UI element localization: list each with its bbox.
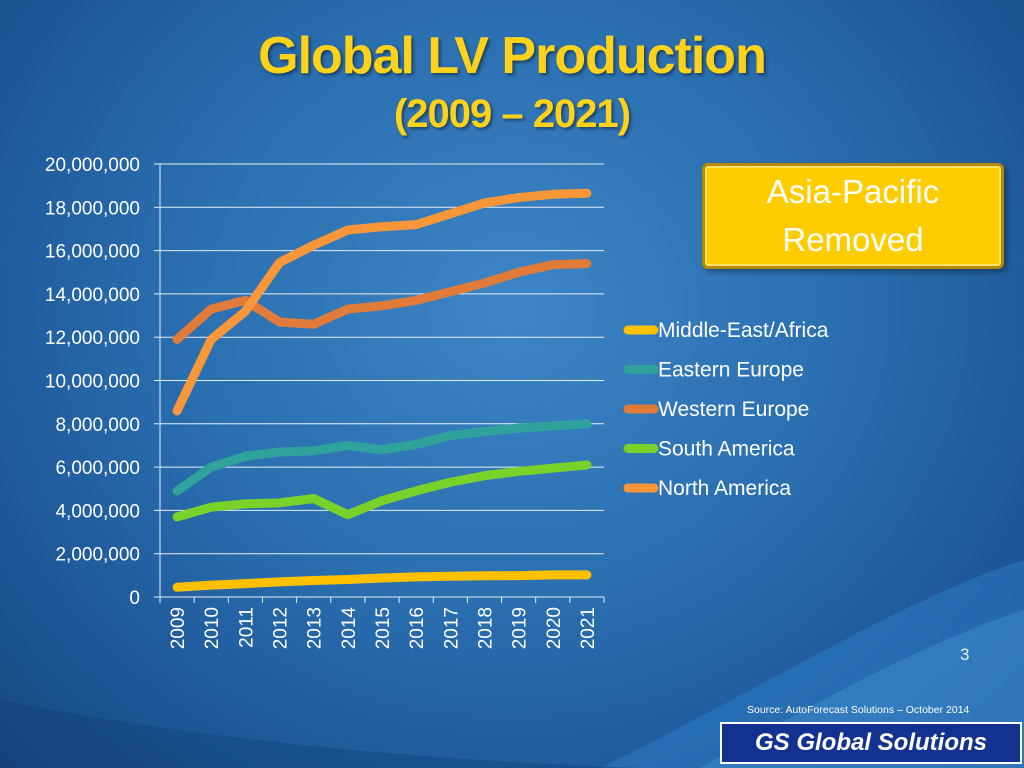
series-line-middle-east-africa [172, 570, 592, 592]
series-line-south-america [172, 460, 592, 522]
asia-pacific-callout: Asia-Pacific Removed [702, 163, 1004, 269]
x-tick-label: 2009 [168, 607, 189, 649]
x-tick-label: 2014 [339, 607, 360, 650]
y-tick-label: 4,000,000 [55, 501, 140, 522]
x-tick-label: 2010 [202, 607, 223, 649]
legend-label: North America [658, 477, 791, 500]
x-tick-label: 2017 [441, 607, 462, 649]
brand-name: GS Global Solutions [754, 729, 987, 756]
series-line-eastern-europe [172, 419, 592, 496]
y-tick-label: 0 [129, 588, 140, 609]
x-tick-label: 2011 [236, 607, 257, 648]
y-tick-label: 16,000,000 [45, 242, 140, 263]
x-tick-label: 2016 [407, 607, 428, 649]
x-tick-label: 2020 [544, 607, 565, 649]
x-tick-label: 2019 [510, 607, 531, 649]
slide-title: Global LV Production [258, 27, 767, 85]
page-number: 3 [960, 645, 970, 664]
y-tick-label: 10,000,000 [45, 372, 140, 393]
y-tick-label: 20,000,000 [45, 155, 140, 176]
legend-label: South America [658, 438, 795, 461]
x-tick-label: 2012 [271, 607, 292, 649]
x-tick-label: 2013 [305, 607, 326, 649]
source-note: Source: AutoForecast Solutions – October… [747, 704, 970, 716]
legend-label: Western Europe [658, 398, 809, 421]
y-tick-label: 18,000,000 [45, 198, 140, 219]
callout-text: Asia-Pacific Removed [766, 173, 940, 258]
series-line-north-america [172, 188, 592, 416]
y-tick-label: 2,000,000 [55, 545, 140, 566]
y-tick-label: 6,000,000 [55, 458, 140, 479]
y-tick-label: 12,000,000 [45, 328, 140, 349]
x-tick-label: 2018 [475, 607, 496, 649]
brand-logo: GS Global Solutions [720, 722, 1022, 764]
x-tick-label: 2021 [578, 607, 599, 649]
y-tick-label: 14,000,000 [45, 285, 140, 306]
x-tick-label: 2015 [373, 607, 394, 649]
y-tick-label: 8,000,000 [55, 415, 140, 436]
legend-label: Middle-East/Africa [658, 319, 829, 342]
legend-label: Eastern Europe [658, 359, 804, 382]
slide-subtitle: (2009 – 2021) [393, 92, 631, 136]
series-line-western-europe [172, 259, 592, 344]
